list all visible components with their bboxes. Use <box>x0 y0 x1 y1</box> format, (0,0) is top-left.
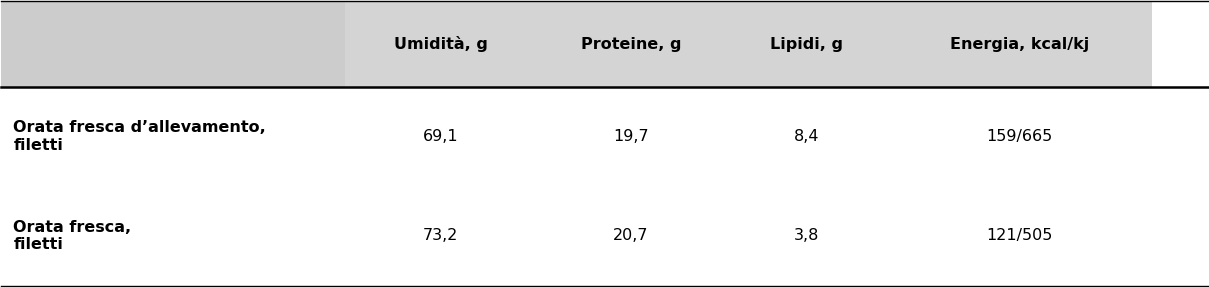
Text: Orata fresca d’allevamento,
filetti: Orata fresca d’allevamento, filetti <box>13 120 266 153</box>
Bar <box>536 186 727 286</box>
Bar <box>536 87 727 186</box>
Bar <box>886 1 1152 87</box>
Text: 20,7: 20,7 <box>613 228 649 243</box>
Bar <box>345 1 536 87</box>
Text: 8,4: 8,4 <box>794 129 820 144</box>
Text: Orata fresca,
filetti: Orata fresca, filetti <box>13 220 132 252</box>
Bar <box>727 87 886 186</box>
Bar <box>345 87 536 186</box>
Text: 73,2: 73,2 <box>423 228 458 243</box>
Bar <box>536 1 727 87</box>
Bar <box>345 186 536 286</box>
Bar <box>727 1 886 87</box>
Bar <box>886 87 1152 186</box>
Text: 121/505: 121/505 <box>987 228 1053 243</box>
Text: 3,8: 3,8 <box>794 228 820 243</box>
Bar <box>1 1 345 87</box>
Bar <box>727 186 886 286</box>
Text: Umidità, g: Umidità, g <box>393 36 487 52</box>
Text: Proteine, g: Proteine, g <box>580 36 682 52</box>
Text: 19,7: 19,7 <box>613 129 649 144</box>
Bar <box>1 87 345 186</box>
Bar <box>886 186 1152 286</box>
Text: Lipidi, g: Lipidi, g <box>770 36 843 52</box>
Text: 159/665: 159/665 <box>987 129 1053 144</box>
Text: Energia, kcal/kj: Energia, kcal/kj <box>950 36 1089 52</box>
Text: 69,1: 69,1 <box>423 129 458 144</box>
Bar <box>1 186 345 286</box>
